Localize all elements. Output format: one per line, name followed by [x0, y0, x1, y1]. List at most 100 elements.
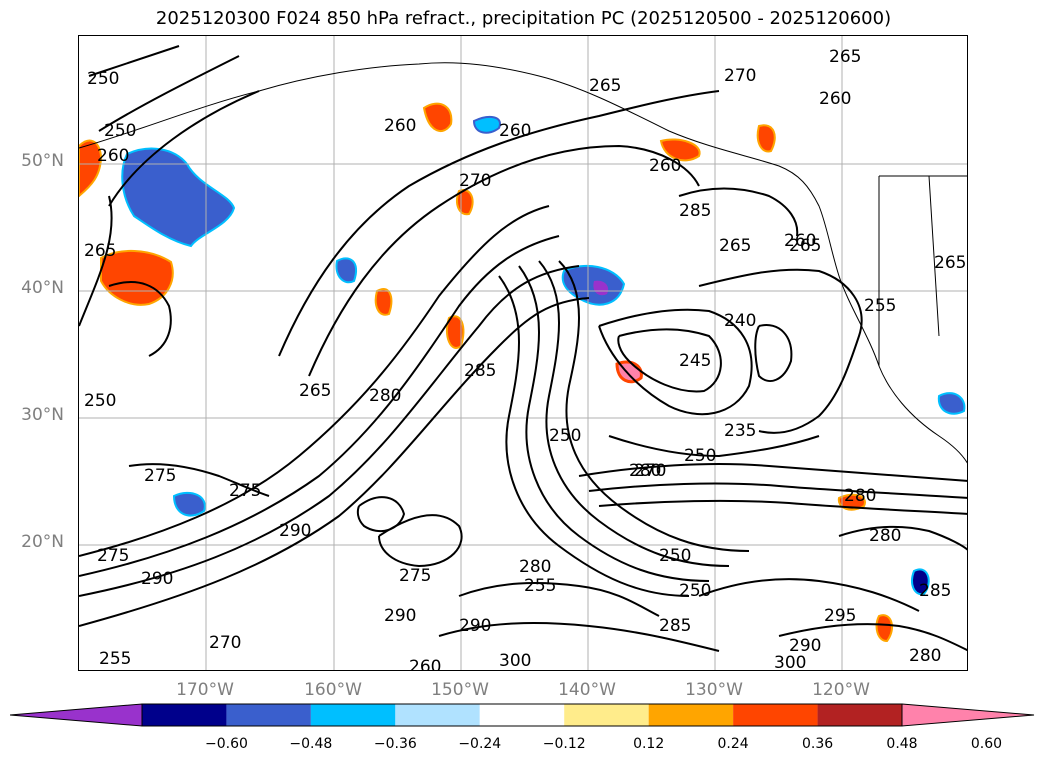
- contour-label-group: 250 250 260 265 250 265 260 265 260 270 …: [84, 47, 966, 671]
- lon-label-170w: 170°W: [176, 680, 234, 700]
- contour-label: 285: [464, 361, 496, 381]
- contour-label: 250: [104, 121, 136, 141]
- contour-label: 265: [829, 47, 861, 67]
- refractivity-contours: [79, 45, 967, 652]
- contour-label: 280: [519, 557, 551, 577]
- precip-patch-blue: [121, 147, 236, 248]
- lon-label-120w: 120°W: [812, 680, 870, 700]
- colorbar-segment: [733, 704, 818, 726]
- colorbar-tick-label: −0.48: [289, 736, 333, 752]
- colorbar-tick-label: 0.48: [886, 736, 918, 752]
- precip-patch-orange: [422, 102, 453, 133]
- colorbar-segment: [310, 704, 396, 726]
- contour-label: 255: [99, 649, 131, 669]
- map-area: 250 250 260 265 250 265 260 265 260 270 …: [78, 35, 968, 671]
- contour-label: 250: [549, 426, 581, 446]
- contour-label: 285: [919, 581, 951, 601]
- contour-label: 280: [629, 461, 661, 481]
- contour-label: 255: [864, 296, 896, 316]
- precip-patch-blue: [937, 392, 966, 415]
- contour-label: 245: [679, 351, 711, 371]
- contour-label: 270: [634, 461, 666, 481]
- contour-label: 285: [679, 201, 711, 221]
- contour-label: 240: [724, 311, 756, 331]
- contour-label: 265: [299, 381, 331, 401]
- contour-label: 260: [819, 89, 851, 109]
- colorbar-tick-label: 0.60: [970, 736, 1003, 752]
- lon-label-150w: 150°W: [431, 680, 489, 700]
- precip-patch-purple: [593, 280, 609, 296]
- colorbar-segment: [817, 704, 902, 726]
- contour-label: 260: [384, 116, 416, 136]
- colorbar-tick-label: 0.36: [801, 736, 834, 752]
- contour-label: 275: [144, 466, 176, 486]
- contour-label: 265: [789, 236, 821, 256]
- lat-label-40n: 40°N: [21, 278, 64, 298]
- precip-patch-blue: [561, 264, 626, 306]
- colorbar-tick-label: 0.12: [633, 736, 665, 752]
- contour-label: 300: [774, 653, 806, 671]
- contour-label: 290: [459, 616, 491, 636]
- contour-label: 250: [87, 69, 119, 89]
- precip-patch-blue: [911, 568, 930, 596]
- colorbar-segment: [564, 704, 649, 726]
- contour-label: 260: [97, 146, 129, 166]
- colorbar-tick-label: −0.12: [542, 736, 586, 752]
- precip-patch-orange: [659, 138, 701, 162]
- contour-label: 260: [649, 156, 681, 176]
- colorbar-tick-label: −0.24: [458, 736, 502, 752]
- colorbar-segment: [226, 704, 311, 726]
- contour-label: 290: [789, 636, 821, 656]
- contour-label: 250: [679, 581, 711, 601]
- contour-label: 280: [869, 526, 901, 546]
- colorbar-segment: [395, 704, 480, 726]
- precip-patch-blue: [172, 491, 206, 517]
- colorbar-tick-label: −0.36: [373, 736, 417, 752]
- lat-label-20n: 20°N: [21, 532, 64, 552]
- lon-label-140w: 140°W: [558, 680, 616, 700]
- colorbar-segments: [10, 703, 1035, 727]
- contour-label: 270: [724, 66, 756, 86]
- contour-label: 265: [719, 236, 751, 256]
- contour-label: 285: [659, 616, 691, 636]
- contour-label: 250: [84, 391, 116, 411]
- coastline: [79, 62, 967, 464]
- plot-title: 2025120300 F024 850 hPa refract., precip…: [155, 8, 892, 29]
- contour-label: 235: [724, 421, 756, 441]
- precip-patch-orange: [79, 139, 103, 198]
- contour-label: 290: [279, 521, 311, 541]
- precip-patch-blue: [335, 257, 357, 284]
- contour-label: 280: [844, 486, 876, 506]
- contour-label: 260: [409, 657, 441, 671]
- precip-patch-orange: [875, 614, 894, 643]
- colorbar-tick-label: 0.24: [717, 736, 749, 752]
- contour-label: 280: [909, 646, 941, 666]
- contour-label: 295: [824, 606, 856, 626]
- precip-patch-blue: [472, 115, 501, 134]
- contour-label: 270: [459, 171, 491, 191]
- map-svg: 250 250 260 265 250 265 260 265 260 270 …: [79, 36, 967, 671]
- precip-patch-orange: [837, 493, 866, 511]
- colorbar: [10, 703, 1035, 727]
- contour-label: 300: [499, 651, 531, 671]
- contour-label: 265: [934, 253, 966, 273]
- colorbar-segment: [648, 704, 734, 726]
- lat-label-50n: 50°N: [21, 151, 64, 171]
- colorbar-tick-label: −0.60: [204, 736, 248, 752]
- contour-label: 275: [399, 566, 431, 586]
- precip-patch-orange: [756, 124, 776, 153]
- colorbar-extend-low: [10, 703, 143, 727]
- contour-label: 290: [141, 569, 173, 589]
- colorbar-extend-high: [901, 703, 1035, 727]
- precip-patch-orange: [374, 288, 393, 316]
- lon-label-160w: 160°W: [304, 680, 362, 700]
- contour-label: 280: [369, 386, 401, 406]
- colorbar-segment: [142, 704, 227, 726]
- graticule: [79, 36, 967, 670]
- contour-label: 260: [784, 231, 816, 251]
- contour-label: 265: [589, 76, 621, 96]
- lon-label-130w: 130°W: [685, 680, 743, 700]
- contour-label: 275: [97, 546, 129, 566]
- contour-label: 290: [384, 606, 416, 626]
- contour-label: 255: [524, 576, 556, 596]
